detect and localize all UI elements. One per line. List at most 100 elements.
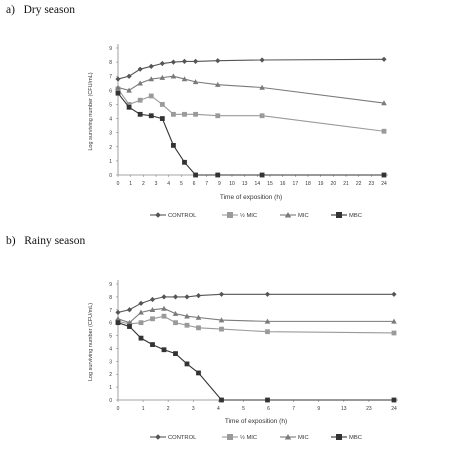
x-tick-label: 16 bbox=[280, 181, 286, 187]
series-line-4 bbox=[117, 92, 384, 176]
data-point bbox=[264, 318, 271, 324]
data-point bbox=[391, 318, 397, 324]
legend-label: MBC bbox=[349, 435, 362, 441]
legend-marker bbox=[336, 212, 342, 218]
data-point bbox=[149, 296, 156, 303]
data-point bbox=[195, 293, 202, 299]
data-point bbox=[137, 97, 143, 103]
data-point bbox=[171, 142, 176, 148]
data-point bbox=[115, 84, 121, 90]
panel-a-heading: a) Dry season bbox=[6, 4, 75, 16]
data-point bbox=[259, 84, 265, 90]
x-axis-label: Time of exposition (h) bbox=[220, 194, 282, 201]
y-tick-label: 2 bbox=[109, 145, 112, 151]
panel-b-heading: b) Rainy season bbox=[6, 235, 85, 247]
data-point bbox=[126, 102, 132, 107]
data-point bbox=[172, 294, 179, 300]
data-point bbox=[215, 172, 221, 178]
data-point bbox=[259, 113, 265, 119]
data-point bbox=[182, 111, 187, 117]
x-tick-label: 13 bbox=[242, 181, 248, 187]
x-tick-label: 5 bbox=[180, 181, 183, 187]
x-tick-label: 3 bbox=[155, 181, 158, 187]
x-tick-label: 22 bbox=[356, 181, 362, 187]
data-point bbox=[215, 113, 221, 119]
y-tick-label: 5 bbox=[109, 334, 112, 340]
data-point bbox=[184, 294, 190, 300]
data-point bbox=[215, 58, 221, 64]
data-point bbox=[161, 347, 167, 353]
x-tick-label: 24 bbox=[391, 406, 397, 412]
data-point bbox=[115, 320, 121, 326]
data-point bbox=[192, 79, 199, 85]
data-point bbox=[181, 76, 188, 82]
series-line-1 bbox=[117, 293, 394, 313]
data-point bbox=[381, 100, 387, 106]
data-point bbox=[161, 313, 167, 319]
y-tick-label: 3 bbox=[109, 131, 112, 137]
x-tick-label: 5 bbox=[242, 406, 245, 412]
legend-marker bbox=[227, 434, 233, 440]
series-line-3 bbox=[117, 307, 394, 324]
y-tick-label: 4 bbox=[109, 117, 112, 123]
data-point bbox=[161, 305, 167, 311]
x-tick-label: 17 bbox=[293, 181, 299, 187]
data-point bbox=[137, 66, 143, 72]
data-point bbox=[171, 111, 176, 117]
series-line-2 bbox=[117, 315, 395, 334]
data-point bbox=[196, 370, 201, 376]
y-tick-label: 1 bbox=[109, 159, 112, 165]
x-tick-label: 15 bbox=[267, 181, 273, 187]
legend-marker bbox=[284, 212, 292, 218]
legend-marker bbox=[336, 434, 342, 440]
data-point bbox=[149, 306, 156, 313]
x-tick-label: 4 bbox=[167, 181, 170, 187]
data-point bbox=[148, 63, 154, 69]
x-axis-label: Time of exposition (h) bbox=[225, 418, 287, 425]
x-tick-label: 2 bbox=[167, 406, 170, 412]
x-tick-label: 14 bbox=[255, 181, 261, 187]
data-point bbox=[137, 80, 143, 86]
x-tick-label: 3 bbox=[192, 406, 195, 412]
panel-a-label: a) bbox=[6, 4, 15, 16]
data-point bbox=[381, 128, 387, 134]
data-point bbox=[115, 76, 121, 82]
data-point bbox=[219, 397, 224, 403]
y-tick-label: 2 bbox=[109, 372, 112, 378]
x-tick-label: 9 bbox=[218, 181, 221, 187]
data-point bbox=[184, 322, 190, 328]
data-point bbox=[259, 57, 265, 63]
y-tick-label: 7 bbox=[109, 74, 112, 80]
data-point bbox=[195, 314, 202, 320]
data-point bbox=[127, 324, 132, 329]
y-tick-label: 4 bbox=[109, 346, 112, 352]
y-axis-label: Log surviving number (CFU/mL) bbox=[88, 303, 94, 381]
data-point bbox=[381, 172, 387, 178]
legend-label: ½ MIC bbox=[240, 212, 257, 219]
y-tick-label: 0 bbox=[109, 398, 112, 404]
data-point bbox=[138, 335, 144, 341]
data-point bbox=[192, 58, 199, 65]
data-point bbox=[182, 159, 187, 165]
data-point bbox=[148, 113, 154, 119]
data-point bbox=[148, 76, 155, 82]
panel-a-title: Dry season bbox=[23, 4, 75, 16]
data-point bbox=[218, 317, 225, 323]
data-point bbox=[115, 90, 121, 96]
x-tick-label: 4 bbox=[217, 406, 220, 412]
legend-label: CONTROL bbox=[168, 213, 197, 219]
data-point bbox=[170, 73, 177, 79]
series-line-2 bbox=[117, 88, 385, 132]
y-tick-label: 8 bbox=[109, 295, 112, 301]
x-tick-label: 23 bbox=[369, 181, 375, 187]
y-tick-label: 0 bbox=[109, 173, 112, 179]
y-axis-label: Log surviving number (CFU/mL) bbox=[88, 72, 94, 150]
data-point bbox=[126, 87, 132, 93]
x-tick-label: 23 bbox=[366, 406, 372, 412]
x-tick-label: 9 bbox=[317, 406, 320, 412]
x-tick-label: 10 bbox=[229, 181, 235, 187]
legend-marker bbox=[284, 434, 292, 440]
